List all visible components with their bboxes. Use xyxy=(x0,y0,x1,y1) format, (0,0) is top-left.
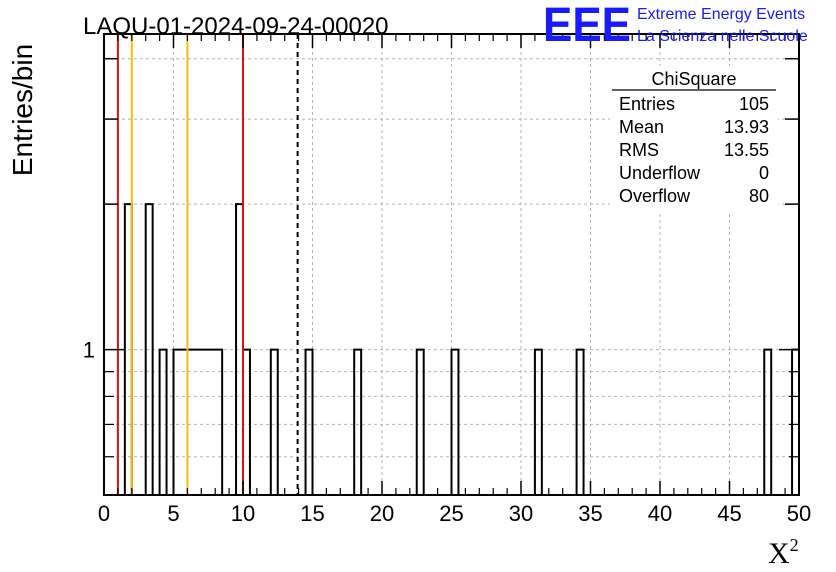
stats-row-value: 13.55 xyxy=(724,140,769,160)
stats-row-label: Entries xyxy=(619,94,675,114)
histogram-bin xyxy=(125,204,132,495)
y-axis-label: Entries/bin xyxy=(7,44,38,176)
histogram-bin xyxy=(160,350,167,495)
axes: 0 5 10 15 20 25 30 35 40 45 50 1 xyxy=(83,34,811,526)
logo-line-1: Extreme Energy Events xyxy=(637,6,805,23)
x-tick-label: 40 xyxy=(648,501,672,526)
stats-row-value: 80 xyxy=(749,186,769,206)
x-tick-label: 10 xyxy=(231,501,255,526)
histogram-bin xyxy=(417,350,424,495)
stats-row-label: RMS xyxy=(619,140,659,160)
histogram-bin xyxy=(243,350,250,495)
x-tick-label: 15 xyxy=(300,501,324,526)
histogram-bin xyxy=(577,350,584,495)
stats-row-value: 0 xyxy=(759,163,769,183)
y-tick-label: 1 xyxy=(83,338,95,363)
x-tick-label: 50 xyxy=(787,501,811,526)
stats-box-rows: Entries 105 Mean 13.93 RMS 13.55 Underflow 0 Ove… xyxy=(619,94,769,206)
histogram-bin xyxy=(146,204,153,495)
histogram-bin xyxy=(187,350,194,495)
x-tick-label: 30 xyxy=(509,501,533,526)
reference-lines xyxy=(116,34,299,495)
x-axis-label: X2 xyxy=(768,535,799,570)
stats-box: ChiSquare Entries 105 Mean 13.93 RMS 13.55 Und… xyxy=(610,66,778,213)
eee-logo: EEE Extreme Energy Events La Scienza nel… xyxy=(543,0,808,52)
histogram-bin xyxy=(194,350,201,495)
stats-box-title: ChiSquare xyxy=(651,69,736,89)
histogram-bin xyxy=(452,350,459,495)
histogram-bin xyxy=(180,350,187,495)
histogram-bin xyxy=(236,204,243,495)
histogram-bin xyxy=(271,350,278,495)
x-tick-label: 20 xyxy=(370,501,394,526)
histogram-bin xyxy=(208,350,215,495)
x-axis-label-superscript: 2 xyxy=(790,535,799,555)
histogram-bin xyxy=(174,350,181,495)
stats-row-label: Underflow xyxy=(619,163,701,183)
stats-row-label: Mean xyxy=(619,117,664,137)
stats-row-value: 13.93 xyxy=(724,117,769,137)
x-tick-label: 45 xyxy=(717,501,741,526)
stats-row-label: Overflow xyxy=(619,186,691,206)
histogram-bin xyxy=(215,350,222,495)
histogram-bin xyxy=(354,350,361,495)
x-tick-label: 25 xyxy=(439,501,463,526)
logo-mark: EEE xyxy=(543,0,631,52)
x-tick-label: 35 xyxy=(578,501,602,526)
grid-lines xyxy=(104,34,799,495)
stats-row-value: 105 xyxy=(739,94,769,114)
x-tick-label: 0 xyxy=(98,501,110,526)
histogram-bin xyxy=(306,350,313,495)
histogram-bin xyxy=(535,350,542,495)
histogram-bin xyxy=(764,350,771,495)
x-axis-label-base: X xyxy=(768,537,790,570)
x-tick-label: 5 xyxy=(167,501,179,526)
histogram-bin xyxy=(201,350,208,495)
chart-title: LAQU-01-2024-09-24-00020 xyxy=(83,13,389,40)
logo-line-2: La Scienza nelle Scuole xyxy=(637,28,808,45)
